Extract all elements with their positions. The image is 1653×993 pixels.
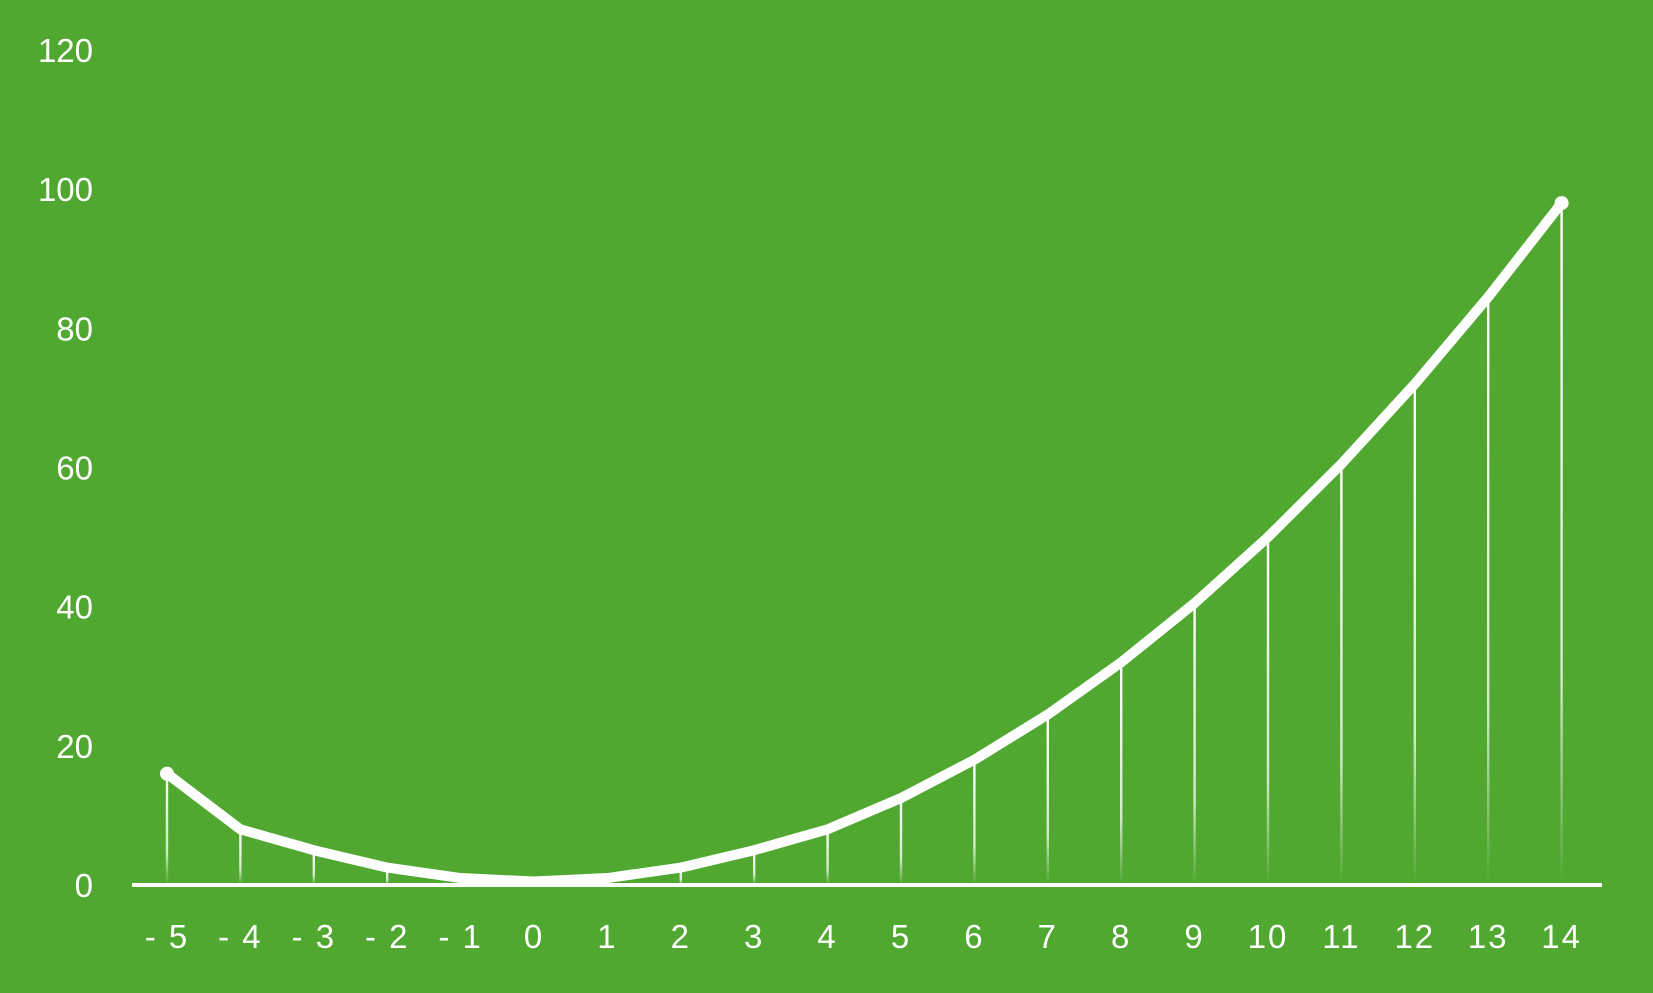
- drop-line: [1046, 714, 1049, 885]
- x-tick-label: 11: [1322, 918, 1360, 955]
- x-tick-label: 7: [1038, 918, 1058, 955]
- data-point: [160, 766, 174, 781]
- x-tick-label: 13: [1468, 918, 1509, 955]
- x-tick-label: 12: [1394, 918, 1435, 955]
- series-points: [160, 196, 1569, 882]
- x-tick-label: 14: [1541, 918, 1582, 955]
- x-tick-label: - 1: [438, 918, 483, 955]
- drop-line: [386, 867, 389, 885]
- y-tick-label: 100: [38, 171, 93, 208]
- x-tick-label: - 4: [218, 918, 263, 955]
- drop-line: [1120, 662, 1123, 885]
- drop-line: [312, 850, 315, 885]
- drop-line: [1266, 537, 1270, 885]
- x-tick-label: 8: [1111, 918, 1131, 955]
- x-tick-label: 9: [1184, 918, 1204, 955]
- drop-line: [826, 829, 829, 885]
- y-tick-label: 40: [56, 589, 93, 626]
- drop-line: [973, 759, 976, 885]
- x-tick-label: 6: [964, 918, 984, 955]
- drop-line: [753, 850, 756, 885]
- x-tick-label: 3: [744, 918, 764, 955]
- drop-lines: [165, 203, 1563, 886]
- x-tick-label: 2: [671, 918, 691, 955]
- y-tick-label: 120: [38, 32, 93, 69]
- x-tick-label: 5: [891, 918, 911, 955]
- y-tick-label: 60: [56, 450, 93, 487]
- y-tick-label: 20: [56, 728, 93, 765]
- data-point: [1554, 196, 1569, 211]
- x-tick-label: 1: [597, 918, 617, 955]
- x-axis-tick-labels: - 5- 4- 3- 2- 1 0 1 2 3 4 5 6 7 8 9 10 11 12 13 14: [145, 918, 1582, 955]
- drop-line: [1560, 203, 1563, 886]
- y-axis-tick-labels: 0 20 40 60 80 100 120: [38, 32, 93, 904]
- x-tick-label: - 3: [292, 918, 337, 955]
- y-tick-label: 80: [56, 310, 93, 347]
- x-tick-label: - 2: [365, 918, 410, 955]
- series-line: [162, 198, 1567, 887]
- x-tick-label: 0: [524, 918, 544, 955]
- drop-line: [1340, 464, 1343, 885]
- x-tick-label: 4: [817, 918, 837, 955]
- drop-line: [165, 773, 169, 885]
- y-tick-label: 0: [75, 867, 93, 904]
- drop-line: [899, 798, 903, 885]
- drop-line: [239, 829, 242, 885]
- drop-line: [1193, 603, 1196, 885]
- x-tick-label: - 5: [145, 918, 190, 955]
- drop-line: [1487, 297, 1490, 885]
- x-tick-label: 10: [1248, 918, 1289, 955]
- drop-line: [679, 867, 682, 885]
- drop-line: [1413, 384, 1416, 885]
